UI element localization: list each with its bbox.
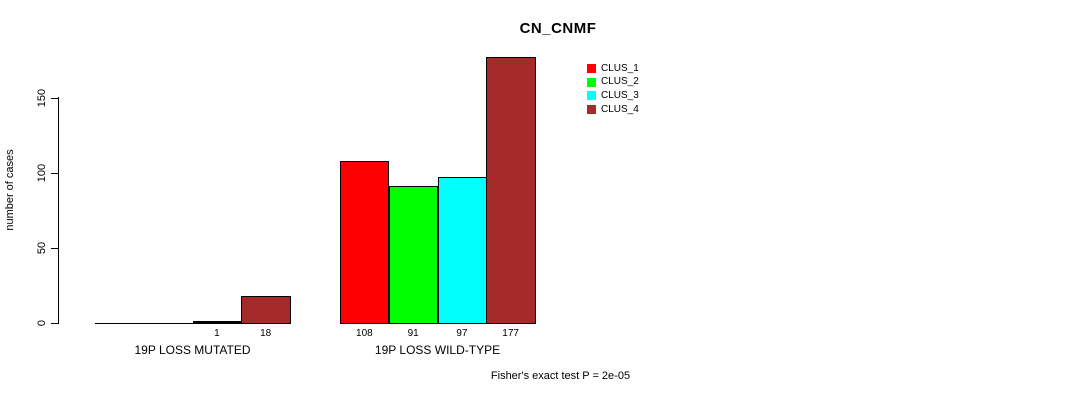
bar-value-label: 18 xyxy=(260,328,272,339)
bar-value-label: 177 xyxy=(502,328,519,339)
x-group-label-wildtype: 19P LOSS WILD-TYPE xyxy=(374,343,501,357)
legend-label: CLUS_4 xyxy=(601,103,639,115)
bar-clus_3-wildtype xyxy=(437,177,487,324)
y-axis-tick-label: 150 xyxy=(36,88,48,108)
legend-item-clus_1: CLUS_1 xyxy=(587,62,639,76)
y-axis-tick-label: 0 xyxy=(36,319,48,327)
bar-clus_1-mutated xyxy=(95,323,145,324)
bar-clus_4-wildtype xyxy=(486,57,536,324)
legend: CLUS_1 CLUS_2 CLUS_3 CLUS_4 xyxy=(587,62,639,116)
bar-clus_1-wildtype xyxy=(340,161,390,324)
y-axis-tick-label: 100 xyxy=(36,163,48,183)
legend-swatch-icon xyxy=(587,77,596,87)
x-group-label-mutated: 19P LOSS MUTATED xyxy=(134,343,251,357)
bar-value-label: 97 xyxy=(456,328,468,339)
fisher-test-annotation: Fisher's exact test P = 2e-05 xyxy=(490,370,631,382)
y-axis-tick xyxy=(51,173,58,174)
y-axis-tick-label: 50 xyxy=(36,241,48,255)
legend-item-clus_4: CLUS_4 xyxy=(587,103,639,117)
legend-swatch-icon xyxy=(587,91,596,101)
bar-value-label: 91 xyxy=(407,328,419,339)
bar-value-label: 1 xyxy=(214,328,220,339)
legend-label: CLUS_2 xyxy=(601,76,639,88)
bar-value-label: 108 xyxy=(356,328,373,339)
legend-item-clus_3: CLUS_3 xyxy=(587,89,639,103)
legend-swatch-icon xyxy=(587,105,596,115)
y-axis-tick xyxy=(51,248,58,249)
legend-item-clus_2: CLUS_2 xyxy=(587,76,639,90)
bar-clus_2-mutated xyxy=(143,323,193,324)
bar-clus_3-mutated xyxy=(192,321,242,324)
y-axis-tick xyxy=(51,323,58,324)
y-axis-tick xyxy=(51,98,58,99)
bar-clus_4-mutated xyxy=(241,296,291,324)
legend-label: CLUS_3 xyxy=(601,89,639,101)
legend-label: CLUS_1 xyxy=(601,62,639,74)
legend-swatch-icon xyxy=(587,64,596,74)
y-axis-title: number of cases xyxy=(4,149,16,231)
y-axis-line xyxy=(58,97,59,324)
chart-title: CN_CNMF xyxy=(519,20,597,37)
bar-clus_2-wildtype xyxy=(388,186,438,324)
